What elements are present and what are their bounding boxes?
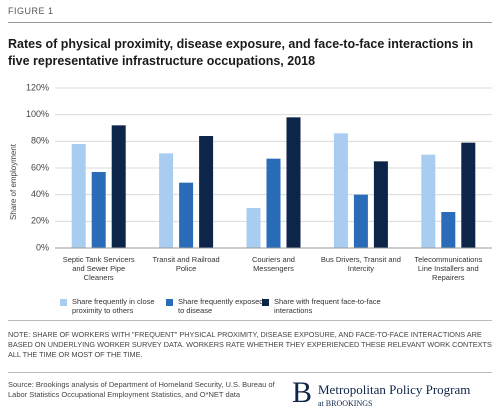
bar	[246, 208, 261, 248]
bar	[71, 144, 86, 248]
bar	[111, 125, 126, 248]
bar	[353, 194, 368, 248]
chart-title: Rates of physical proximity, disease exp…	[8, 37, 474, 68]
y-tick-label: 80%	[31, 136, 49, 146]
bar	[199, 136, 214, 248]
y-tick-label: 100%	[26, 109, 49, 119]
legend-label: Share with frequent face-to-face interac…	[274, 297, 381, 315]
logo-mark: B	[292, 376, 313, 409]
logo-sub: at BROOKINGS	[318, 399, 373, 408]
bar	[373, 161, 388, 248]
legend-label: Share frequently exposed to disease	[178, 297, 264, 315]
source: Source: Brookings analysis of Department…	[8, 380, 275, 400]
legend-swatch	[60, 299, 67, 306]
figure-label: FIGURE 1	[8, 6, 54, 16]
rule	[8, 372, 492, 373]
chart: Share of employment 0% 20% 40% 60% 80% 100% 12…	[9, 82, 492, 252]
y-tick-label: 0%	[36, 242, 49, 252]
bar	[333, 133, 348, 248]
x-tick-label: Telecommunications Line Installers and R…	[414, 255, 483, 282]
y-tick-label: 120%	[26, 82, 49, 92]
y-axis-label: Share of employment	[9, 143, 18, 220]
legend-swatch	[166, 299, 173, 306]
logo-name: Metropolitan Policy Program	[318, 382, 471, 397]
y-tick-label: 60%	[31, 162, 49, 172]
bar	[286, 117, 301, 248]
bar	[91, 172, 106, 248]
x-tick-label: Couriers and Messengers	[252, 255, 295, 273]
x-tick-label: Transit and Railroad Police	[152, 255, 220, 273]
note: NOTE: SHARE OF WORKERS WITH "FREQUENT" P…	[8, 330, 492, 360]
bar	[266, 158, 281, 248]
y-tick-label: 20%	[31, 216, 49, 226]
y-tick-label: 40%	[31, 189, 49, 199]
bar	[159, 153, 174, 248]
rule	[8, 22, 492, 23]
bar	[421, 154, 436, 248]
bar	[461, 142, 476, 248]
bar	[441, 212, 456, 248]
bar	[179, 182, 194, 248]
x-tick-label: Bus Drivers, Transit and Intercity	[320, 255, 401, 273]
x-tick-label: Septic Tank Servicers and Sewer Pipe Cle…	[62, 255, 135, 282]
legend-swatch	[262, 299, 269, 306]
rule	[8, 320, 492, 321]
legend-label: Share frequently in close proximity to o…	[72, 297, 155, 315]
